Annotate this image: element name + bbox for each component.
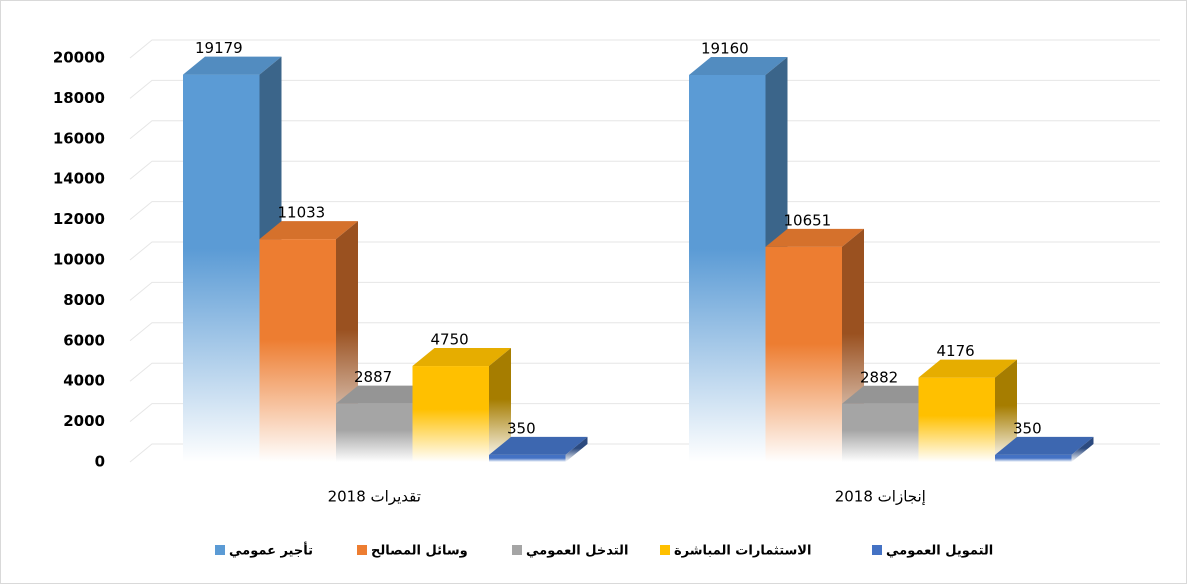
- legend-swatch: [512, 545, 522, 555]
- legend-label: تأجير عمومي: [229, 542, 313, 559]
- bar: [412, 348, 511, 462]
- y-tick-label: 4000: [63, 372, 105, 390]
- bar-top: [412, 348, 511, 367]
- bar: [918, 359, 1017, 462]
- legend-swatch: [357, 545, 367, 555]
- bar-front: [336, 403, 413, 462]
- x-tick-label: تقديرات 2018: [328, 488, 421, 506]
- bar-top: [336, 385, 435, 404]
- value-label: 19179: [195, 39, 243, 57]
- bar-front: [995, 454, 1072, 462]
- value-label: 350: [507, 419, 536, 437]
- grid-line: [129, 39, 1160, 59]
- legend-swatch: [660, 545, 670, 555]
- legend-label: التمويل العمومي: [886, 544, 993, 559]
- grid-line: [129, 120, 1160, 140]
- bar-top: [918, 359, 1017, 378]
- y-tick-label: 8000: [63, 291, 105, 309]
- value-label: 19160: [701, 39, 749, 57]
- legend-label: وسائل المصالح: [371, 544, 468, 559]
- bar-front: [489, 454, 566, 462]
- bar-top: [259, 221, 358, 240]
- y-tick-label: 20000: [53, 49, 105, 67]
- y-tick-label: 0: [95, 453, 105, 471]
- bar-top: [183, 56, 282, 75]
- bar-side: [1071, 436, 1094, 462]
- legend-swatch: [872, 545, 882, 555]
- y-tick-label: 14000: [53, 170, 105, 188]
- bar-side: [489, 348, 511, 462]
- bar: [183, 56, 282, 463]
- y-tick-label: 10000: [53, 251, 105, 269]
- grid-line: [129, 79, 1160, 99]
- value-label: 350: [1013, 419, 1042, 437]
- bar-front: [842, 403, 919, 462]
- grid-line: [129, 201, 1160, 220]
- bar-top: [765, 228, 864, 247]
- bar-top: [995, 436, 1094, 455]
- value-label: 2882: [860, 368, 898, 386]
- value-label: 4176: [937, 342, 975, 360]
- value-label: 11033: [278, 204, 326, 222]
- bar-side: [995, 359, 1017, 462]
- y-tick-label: 18000: [53, 89, 105, 107]
- y-tick-label: 12000: [53, 210, 105, 228]
- bar-front: [918, 377, 995, 462]
- bar-front: [259, 239, 336, 462]
- x-tick-label: إنجازات 2018: [835, 488, 926, 506]
- value-label: 4750: [431, 331, 469, 349]
- bar-front: [183, 74, 260, 462]
- value-label: 10651: [784, 211, 832, 229]
- bar-top: [489, 436, 588, 455]
- grid-line: [129, 160, 1160, 180]
- value-label: 2887: [354, 368, 392, 386]
- y-tick-label: 2000: [63, 412, 105, 430]
- bar: [995, 436, 1094, 462]
- bar-side: [565, 436, 588, 462]
- legend-label: الاستثمارات المباشرة: [674, 544, 811, 559]
- bar: [489, 436, 588, 462]
- bar-top: [842, 385, 941, 404]
- bar-front: [412, 366, 489, 462]
- bar-front: [765, 246, 842, 462]
- y-tick-label: 16000: [53, 129, 105, 147]
- bar-front: [689, 74, 766, 462]
- bar: [765, 228, 864, 462]
- legend-label: التدخل العمومي: [526, 544, 628, 559]
- bar-top: [689, 56, 788, 75]
- y-tick-label: 6000: [63, 331, 105, 349]
- legend-swatch: [215, 545, 225, 555]
